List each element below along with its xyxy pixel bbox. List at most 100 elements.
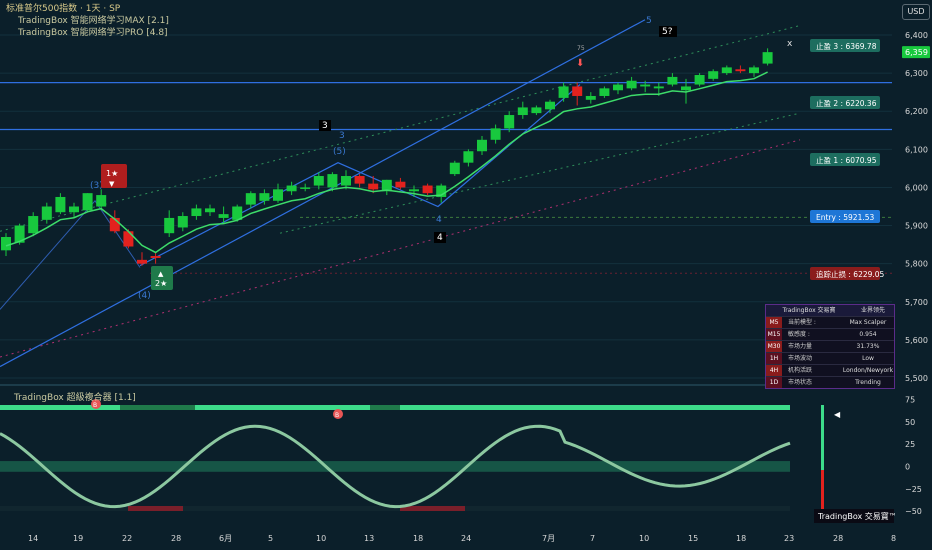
wave-label: 3 (339, 131, 345, 141)
candle-body (681, 86, 691, 91)
price-tick: 5,700 (905, 298, 928, 307)
signal-line (5, 71, 768, 254)
wave-label: 75 (577, 45, 585, 52)
candle-body (558, 86, 569, 98)
candle-body (599, 88, 610, 96)
candle-body (436, 185, 447, 197)
candle-body (585, 95, 596, 100)
wave-label: 5 (646, 16, 652, 26)
level-label-bg (810, 153, 880, 166)
info-row: M15 敏感度 : 0.954 (766, 328, 894, 340)
osc-tick: 50 (905, 418, 915, 427)
red-arrow: ⬇ (576, 58, 584, 69)
level-label-bg (810, 96, 880, 109)
candle-body (490, 128, 501, 140)
wave-label: 5? (662, 27, 673, 37)
level-label: 追踪止损 : 6229.05 (816, 269, 885, 279)
axes: 6,400 6,300 6,200 6,100 6,000 5,900 5,800 5,700… (28, 31, 930, 543)
watermark-bg (814, 509, 894, 523)
info-row-timeframe: M15 (766, 329, 782, 340)
grid (0, 34, 892, 379)
level-label: 止盈 1 : 6070.95 (816, 155, 877, 165)
candle-body (572, 86, 583, 96)
time-tick: 15 (688, 534, 698, 543)
osc-pointer: ◀ (834, 410, 841, 419)
current-price-badge (902, 46, 930, 59)
wave-label-bg (434, 232, 446, 243)
level-label: 止盈 3 : 6369.78 (816, 41, 877, 51)
candle-body (449, 162, 460, 175)
candle-body (409, 189, 419, 192)
time-tick: 7月 (542, 534, 555, 543)
wave-label: (3) (90, 181, 103, 191)
candle-body (191, 208, 202, 217)
candle-body (14, 225, 25, 243)
info-row-value: 0.954 (859, 331, 877, 338)
oscillator-pane: B B ◀ TradingBox 交易寶™ (0, 384, 897, 523)
osc-zero-band (0, 461, 790, 472)
candle-body (749, 67, 759, 74)
candle-body (232, 206, 243, 220)
time-tick: 28 (171, 534, 181, 543)
time-tick: 7 (590, 534, 595, 543)
buy-signal-badge (151, 266, 173, 290)
indicator-label-2[interactable]: TradingBox 智能网络学习PRO [4.8] (18, 28, 168, 38)
candle-body (137, 259, 147, 264)
info-row-value: Low (862, 355, 874, 362)
wave-label-bg (659, 26, 677, 37)
candle-body (55, 196, 66, 213)
indicator-label-1[interactable]: TradingBox 智能网络学习MAX [2.1] (18, 16, 169, 26)
price-tick: 5,600 (905, 336, 928, 345)
candle-body (150, 256, 161, 258)
level-label: 止盈 2 : 6220.36 (816, 98, 877, 108)
osc-tick: 0 (905, 462, 910, 471)
candle-body (327, 174, 338, 188)
sell-signal-badge (101, 164, 127, 188)
wave-label: (5) (333, 147, 346, 157)
candle-body (109, 217, 120, 232)
channel-line (279, 112, 801, 234)
price-tick: 6,100 (905, 145, 928, 154)
candle-body (708, 71, 719, 79)
candle-body (735, 69, 746, 72)
candle-body (1, 236, 11, 251)
osc-tick: 25 (905, 440, 915, 449)
candle-body (41, 206, 52, 220)
candle-body (463, 151, 474, 163)
info-row: M5 当前模型 : Max Scalper (766, 316, 894, 328)
osc-band-bottom (0, 506, 790, 511)
time-tick: 18 (413, 534, 423, 543)
info-row: M30 市场力量 31.73% (766, 340, 894, 352)
sell-signal-label: 1★ (106, 169, 118, 178)
candle-body (626, 80, 637, 89)
time-tick: 14 (28, 534, 38, 543)
time-tick: 5 (268, 534, 273, 543)
candle-body (613, 84, 623, 91)
osc-band-red (128, 506, 183, 511)
oscillator-label[interactable]: TradingBox 超級複合器 [1.1] (14, 393, 136, 403)
candle-body (205, 208, 215, 213)
info-row-timeframe: 1H (766, 353, 782, 364)
time-tick: 10 (639, 534, 649, 543)
osc-gauge (821, 405, 824, 509)
info-row-timeframe: 1D (766, 377, 782, 388)
chart-title: 标准普尔500指数 · 1天 · SP (6, 4, 121, 14)
info-table-title: TradingBox 交易寶 (782, 307, 836, 314)
candles (1, 48, 773, 266)
info-table-title-right: 业界领先 (860, 307, 885, 314)
candle-body (531, 107, 542, 114)
candle-body (300, 187, 311, 189)
info-row-timeframe: M5 (766, 317, 782, 328)
currency-button[interactable]: USD (902, 4, 930, 20)
osc-band-dark (370, 405, 400, 410)
candle-body (245, 193, 256, 205)
osc-band-red (400, 506, 465, 511)
guide-lines (0, 19, 892, 368)
price-tick: 6,400 (905, 31, 928, 40)
price-tick: 5,500 (905, 374, 928, 383)
candle-body (313, 176, 324, 186)
overlays: (3) (4) (5) 3 3 4 4 5 5? 75 x 1★ ▼ ▲2★ ⬇ 止盈 3 : 6369.78… (5, 16, 885, 301)
price-tick: 6,300 (905, 69, 928, 78)
level-label: Entry : 5921.53 (816, 213, 874, 222)
info-table-header: TradingBox 交易寶 业界领先 (766, 305, 894, 316)
